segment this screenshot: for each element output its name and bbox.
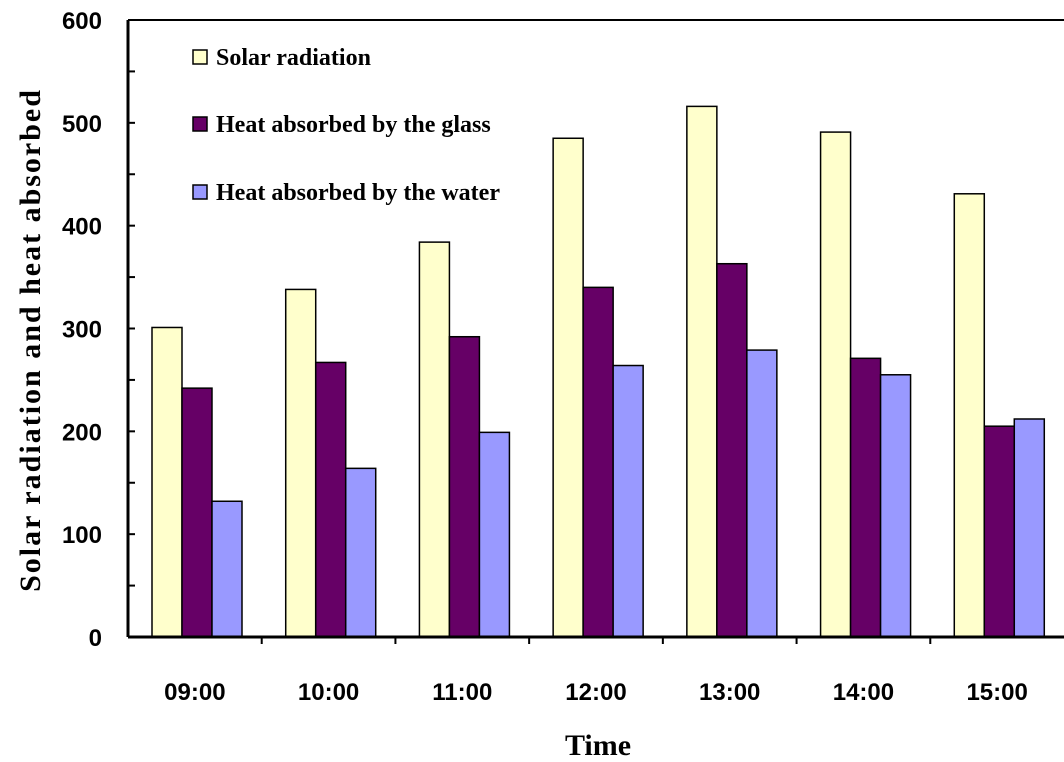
bar-water-heat	[344, 467, 377, 638]
legend-label: Solar radiation	[216, 45, 371, 71]
x-tick-label: 13:00	[699, 679, 760, 706]
bar-solar-radiation	[552, 137, 584, 638]
legend: Solar radiation Heat absorbed by the glas…	[192, 45, 500, 206]
bar-glass-heat	[716, 262, 748, 638]
y-tick-label: 0	[89, 625, 102, 652]
bar-solar-radiation	[953, 193, 986, 638]
bar-glass-heat	[181, 387, 213, 638]
x-axis-title: Time	[565, 729, 631, 762]
bar-solar-radiation	[151, 326, 183, 638]
y-tick-label: 100	[62, 522, 102, 549]
bar-glass-heat	[582, 286, 614, 638]
bar-water-heat	[612, 364, 644, 638]
y-ticks: 0 100 200 300 400 500 600	[62, 8, 135, 652]
x-ticks: 09:00 10:00 11:00 12:00 13:00 14:00 15:00	[164, 637, 1028, 706]
bar-glass-heat	[448, 335, 481, 638]
legend-swatch	[192, 184, 208, 200]
bar-water-heat	[1013, 418, 1046, 638]
bar-solar-radiation	[819, 131, 852, 638]
x-tick-label: 14:00	[833, 679, 894, 706]
x-tick-label: 12:00	[565, 679, 626, 706]
y-tick-label: 200	[62, 419, 102, 446]
y-tick-label: 400	[62, 214, 102, 241]
x-tick-label: 09:00	[164, 679, 225, 706]
bar-water-heat	[211, 500, 243, 638]
bar-solar-radiation	[284, 288, 317, 638]
y-tick-label: 300	[62, 317, 102, 344]
bar-glass-heat	[983, 425, 1016, 638]
x-tick-label: 10:00	[298, 679, 359, 706]
bar-solar-radiation	[418, 241, 451, 638]
bar-water-heat	[746, 349, 778, 638]
bar-glass-heat	[314, 361, 347, 638]
bar-water-heat	[879, 374, 912, 638]
bars-layer	[151, 105, 1046, 638]
legend-label: Heat absorbed by the glass	[216, 112, 491, 138]
legend-swatch	[192, 116, 208, 132]
legend-swatch	[192, 49, 208, 65]
bar-glass-heat	[849, 357, 882, 638]
bar-solar-radiation	[686, 105, 718, 638]
y-tick-label: 600	[62, 8, 102, 35]
legend-label: Heat absorbed by the water	[216, 180, 500, 206]
bar-water-heat	[478, 431, 511, 638]
x-tick-label: 11:00	[432, 679, 492, 706]
y-tick-label: 500	[62, 111, 102, 138]
y-axis-title: Solar radiation and heat absorbed	[14, 88, 47, 592]
x-tick-label: 15:00	[966, 679, 1027, 706]
